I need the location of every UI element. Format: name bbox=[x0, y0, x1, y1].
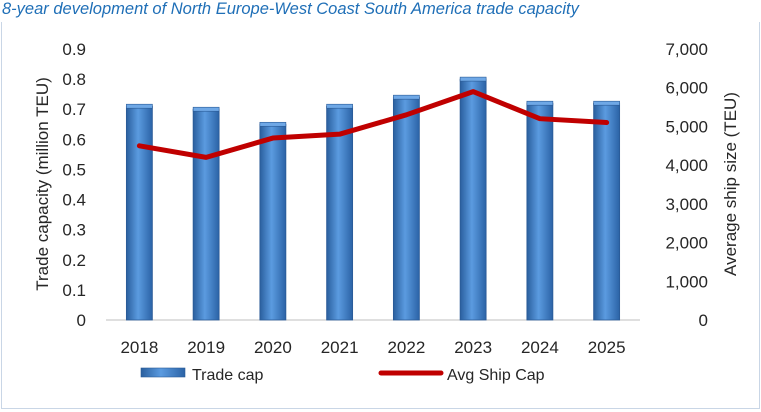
y-axis-label: Trade capacity (million TEU) bbox=[33, 77, 52, 291]
bar bbox=[392, 96, 420, 321]
x-tick-label: 2022 bbox=[387, 338, 425, 357]
bar-cap bbox=[126, 103, 153, 109]
x-tick-label: 2021 bbox=[321, 338, 359, 357]
bar bbox=[326, 105, 354, 321]
y2-tick-label: 1,000 bbox=[665, 272, 708, 291]
y2-tick-label: 0 bbox=[699, 311, 708, 330]
x-tick-label: 2020 bbox=[254, 338, 292, 357]
y-tick-label: 0.7 bbox=[62, 100, 86, 119]
bar-cap bbox=[192, 106, 220, 112]
bar-cap bbox=[526, 100, 554, 106]
y-tick-label: 0.3 bbox=[62, 221, 86, 240]
y2-tick-label: 3,000 bbox=[665, 195, 708, 214]
bar bbox=[259, 123, 287, 321]
series-line-avg-ship-cap bbox=[136, 89, 610, 160]
x-tick-label: 2024 bbox=[521, 338, 559, 357]
y-tick-label: 0.1 bbox=[62, 281, 86, 300]
bar bbox=[526, 102, 554, 321]
bar-cap bbox=[593, 100, 620, 106]
y-tick-label: 0.2 bbox=[62, 251, 86, 270]
bar-cap bbox=[393, 94, 420, 100]
x-tick-label: 2023 bbox=[454, 338, 492, 357]
y-tick-label: 0.6 bbox=[62, 130, 86, 149]
bar-cap bbox=[459, 76, 487, 82]
bar bbox=[593, 102, 621, 321]
y2-tick-label: 2,000 bbox=[665, 234, 708, 253]
y2-tick-label: 7,000 bbox=[665, 40, 708, 59]
x-tick-label: 2019 bbox=[187, 338, 225, 357]
y-tick-label: 0.4 bbox=[62, 191, 86, 210]
legend-label-avg-ship-cap: Avg Ship Cap bbox=[447, 367, 545, 384]
y-tick-label: 0.9 bbox=[62, 40, 86, 59]
y2-tick-label: 4,000 bbox=[665, 156, 708, 175]
legend-label-trade-cap: Trade cap bbox=[192, 367, 264, 384]
bar bbox=[459, 78, 487, 321]
y-tick-label: 0 bbox=[77, 311, 86, 330]
x-tick-label: 2025 bbox=[588, 338, 626, 357]
y2-axis-label: Average ship size (TEU) bbox=[721, 92, 740, 276]
y2-tick-label: 6,000 bbox=[665, 79, 708, 98]
y2-tick-label: 5,000 bbox=[665, 117, 708, 136]
bar-cap bbox=[326, 103, 353, 109]
legend-swatch-trade-cap bbox=[140, 367, 186, 378]
bar bbox=[192, 108, 220, 321]
x-tick-label: 2018 bbox=[120, 338, 158, 357]
y-tick-label: 0.5 bbox=[62, 160, 86, 179]
y-tick-label: 0.8 bbox=[62, 70, 86, 89]
bar-cap bbox=[259, 121, 287, 127]
chart-title: 8-year development of North Europe-West … bbox=[2, 0, 579, 18]
chart-frame bbox=[1, 22, 760, 409]
bar bbox=[125, 105, 153, 321]
